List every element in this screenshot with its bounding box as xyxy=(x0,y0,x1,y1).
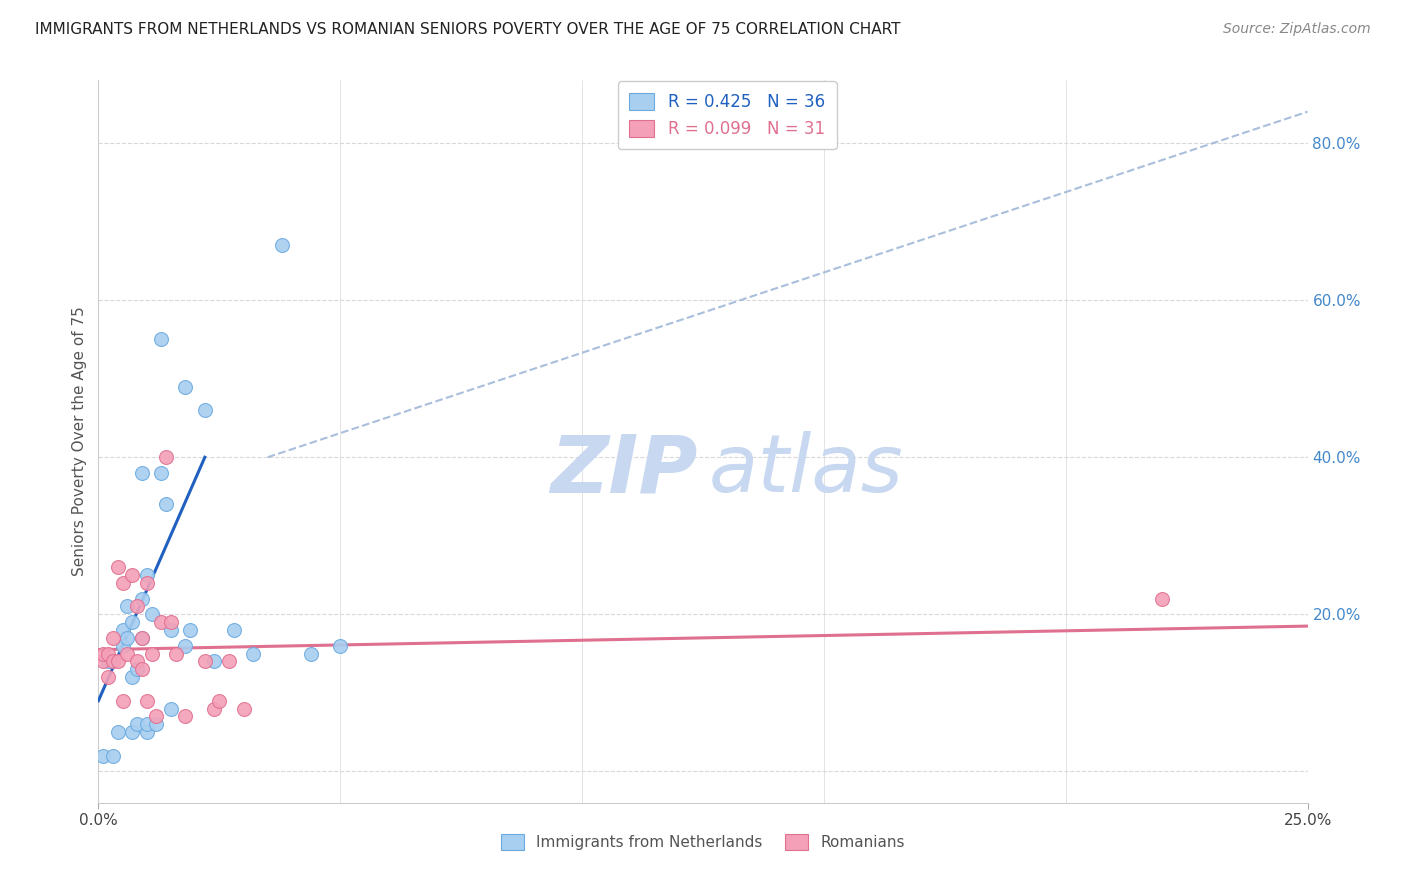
Point xyxy=(107,655,129,669)
Point xyxy=(121,615,143,630)
Point xyxy=(208,694,231,708)
Point xyxy=(135,694,157,708)
Point xyxy=(150,333,173,347)
Point xyxy=(145,717,167,731)
Point xyxy=(131,466,153,480)
Point xyxy=(204,701,226,715)
Point xyxy=(222,623,245,637)
Point xyxy=(150,615,173,630)
Point xyxy=(117,599,139,614)
Point xyxy=(107,725,129,739)
Point xyxy=(232,701,254,715)
Point xyxy=(127,599,149,614)
Point xyxy=(97,670,120,684)
Point xyxy=(91,748,114,763)
Point xyxy=(1152,591,1174,606)
Point xyxy=(150,466,173,480)
Point xyxy=(242,647,264,661)
Point xyxy=(141,647,163,661)
Point xyxy=(141,607,163,622)
Point xyxy=(174,379,197,393)
Point xyxy=(127,717,149,731)
Point xyxy=(155,497,177,511)
Text: atlas: atlas xyxy=(709,432,904,509)
Point xyxy=(131,591,153,606)
Point xyxy=(160,701,183,715)
Point xyxy=(131,631,153,645)
Y-axis label: Seniors Poverty Over the Age of 75: Seniors Poverty Over the Age of 75 xyxy=(72,307,87,576)
Point xyxy=(329,639,352,653)
Point xyxy=(121,725,143,739)
Text: IMMIGRANTS FROM NETHERLANDS VS ROMANIAN SENIORS POVERTY OVER THE AGE OF 75 CORRE: IMMIGRANTS FROM NETHERLANDS VS ROMANIAN … xyxy=(35,22,901,37)
Point xyxy=(131,662,153,676)
Point xyxy=(101,655,124,669)
Point xyxy=(127,655,149,669)
Text: Source: ZipAtlas.com: Source: ZipAtlas.com xyxy=(1223,22,1371,37)
Point xyxy=(135,725,157,739)
Point xyxy=(135,575,157,590)
Point xyxy=(194,655,217,669)
Point xyxy=(160,615,183,630)
Point xyxy=(165,647,187,661)
Point xyxy=(155,450,177,465)
Point xyxy=(135,568,157,582)
Point xyxy=(299,647,322,661)
Point xyxy=(194,403,217,417)
Point xyxy=(160,623,183,637)
Point xyxy=(218,655,240,669)
Point xyxy=(127,662,149,676)
Point xyxy=(121,568,143,582)
Point xyxy=(121,670,143,684)
Point xyxy=(174,639,197,653)
Point xyxy=(174,709,197,723)
Point xyxy=(111,575,134,590)
Point xyxy=(131,631,153,645)
Point xyxy=(111,623,134,637)
Point xyxy=(135,717,157,731)
Text: ZIP: ZIP xyxy=(550,432,697,509)
Point xyxy=(97,655,120,669)
Point xyxy=(145,709,167,723)
Point xyxy=(91,647,114,661)
Legend: Immigrants from Netherlands, Romanians: Immigrants from Netherlands, Romanians xyxy=(495,829,911,856)
Point xyxy=(117,631,139,645)
Point xyxy=(179,623,201,637)
Point xyxy=(111,639,134,653)
Point xyxy=(271,238,294,252)
Point xyxy=(101,631,124,645)
Point xyxy=(91,655,114,669)
Point xyxy=(107,560,129,574)
Point xyxy=(204,655,226,669)
Point xyxy=(117,647,139,661)
Point xyxy=(97,647,120,661)
Point xyxy=(111,694,134,708)
Point xyxy=(101,748,124,763)
